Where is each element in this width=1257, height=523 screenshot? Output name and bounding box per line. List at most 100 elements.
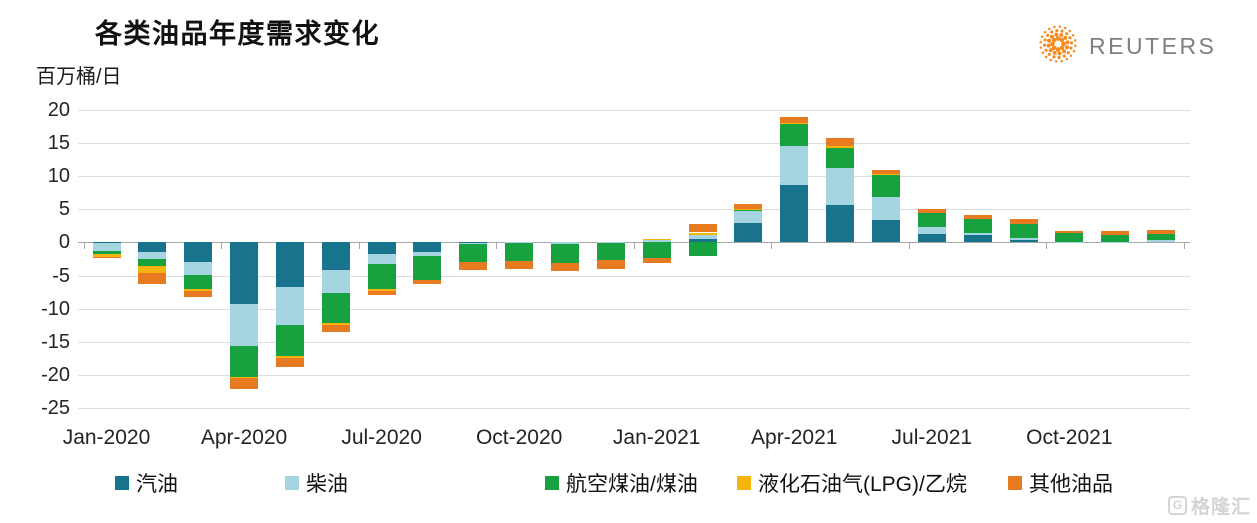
bar-segment-May-2021: [826, 147, 855, 168]
bar-segment-Jun-2021: [871, 174, 900, 176]
legend-item: 汽油: [115, 468, 178, 498]
bar-segment-Dec-2021: [1147, 240, 1176, 243]
gelonghui-watermark-text: 格隆汇: [1190, 497, 1251, 518]
bar-segment-Apr-2021: [780, 145, 809, 186]
bar-segment-May-2021: [826, 146, 855, 148]
bar-segment-Sep-2020: [459, 244, 488, 263]
bar-segment-Jan-2021: [642, 258, 671, 263]
x-tick-label: Jan-2020: [62, 426, 151, 449]
bar-segment-Jul-2021: [917, 234, 946, 243]
bar-segment-Jul-2020: [367, 253, 396, 264]
bar-segment-Jul-2020: [367, 290, 396, 295]
legend-swatch-icon: [737, 476, 751, 490]
reuters-wordmark: REUTERS: [1089, 33, 1217, 59]
bar-segment-Jul-2021: [917, 212, 946, 227]
bar-segment-Jul-2020: [367, 242, 396, 254]
bar-segment-Apr-2020: [230, 376, 259, 379]
y-tick-label: 20: [47, 99, 70, 121]
gridline: [78, 176, 1190, 178]
legend-label: 液化石油气(LPG)/乙烷: [758, 473, 967, 496]
zero-axis-line: [78, 242, 1190, 244]
bar-segment-Aug-2020: [413, 242, 442, 253]
x-tick-label: Apr-2021: [751, 426, 838, 449]
x-tick-label: Oct-2021: [1026, 426, 1113, 449]
bar-segment-Apr-2020: [230, 242, 259, 305]
y-tick-label: 5: [58, 198, 70, 221]
axis-tick: [771, 243, 773, 250]
x-tick-label: Apr-2020: [200, 426, 288, 449]
bar-segment-Aug-2020: [413, 279, 442, 285]
bar-segment-Apr-2020: [230, 304, 259, 346]
bar-segment-Mar-2020: [184, 289, 213, 291]
y-tick-label: -15: [41, 330, 70, 353]
legend-label: 柴油: [306, 473, 348, 496]
bar-segment-Apr-2021: [780, 185, 809, 243]
bar-segment-Sep-2020: [459, 242, 488, 244]
bar-segment-Mar-2021: [734, 209, 763, 211]
axis-tick: [908, 243, 910, 250]
reuters-logo: REUTERS: [1036, 22, 1216, 71]
bar-segment-Jul-2020: [367, 263, 396, 290]
bar-segment-May-2020: [275, 242, 304, 287]
legend-item: 航空煤油/煤油: [545, 468, 698, 498]
legend-item: 其他油品: [1008, 468, 1113, 498]
bar-segment-May-2020: [275, 357, 304, 367]
y-tick-label: -20: [41, 363, 70, 386]
x-tick-label: Oct-2020: [475, 426, 563, 449]
bar-segment-Jan-2020: [92, 254, 121, 257]
bar-segment-Mar-2020: [184, 274, 213, 290]
gridline: [78, 374, 1190, 376]
gelonghui-watermark: G 格隆汇: [1167, 492, 1251, 519]
legend-swatch-icon: [545, 476, 559, 490]
chart-title: 各类油品年度需求变化: [95, 19, 380, 49]
gridline: [78, 341, 1190, 343]
bar-segment-May-2021: [826, 167, 855, 205]
bar-segment-Jun-2021: [871, 169, 900, 175]
bar-segment-Dec-2021: [1147, 229, 1176, 235]
bar-segment-Oct-2021: [1055, 233, 1084, 242]
bar-segment-Jul-2020: [367, 289, 396, 291]
bar-segment-Jun-2020: [321, 323, 350, 325]
bar-segment-Jun-2020: [321, 270, 350, 293]
bar-segment-Sep-2021: [1009, 240, 1038, 243]
legend-item: 柴油: [285, 468, 348, 498]
bar-segment-Oct-2020: [505, 260, 534, 269]
bar-segment-Mar-2021: [734, 211, 763, 224]
bar-segment-Apr-2020: [230, 378, 259, 390]
axis-tick: [1046, 243, 1048, 250]
bar-segment-Feb-2020: [138, 251, 167, 259]
bar-segment-Jan-2020: [92, 242, 121, 244]
bar-segment-Jun-2021: [871, 196, 900, 220]
y-tick-label: 10: [47, 165, 70, 188]
bar-segment-Jun-2021: [871, 219, 900, 243]
bar-segment-Aug-2021: [963, 218, 992, 233]
bar-segment-Sep-2021: [1009, 237, 1038, 241]
gridline: [78, 275, 1190, 277]
gelonghui-logo-icon: G: [1167, 496, 1187, 515]
bar-segment-Mar-2021: [734, 204, 763, 210]
bar-segment-Nov-2021: [1101, 235, 1130, 242]
bar-segment-Mar-2021: [734, 223, 763, 243]
bar-segment-Jan-2020: [92, 243, 121, 252]
axis-tick: [83, 243, 85, 250]
bar-segment-Jul-2021: [917, 226, 946, 235]
bar-segment-Aug-2021: [963, 235, 992, 243]
bar-segment-Jan-2021: [642, 239, 671, 243]
bar-segment-Jan-2020: [92, 251, 121, 255]
bar-segment-Feb-2020: [138, 265, 167, 273]
axis-tick: [633, 243, 635, 250]
bar-segment-Apr-2021: [780, 123, 809, 125]
bar-segment-Jul-2021: [917, 209, 946, 213]
legend: 汽油 柴油 航空煤油/煤油 液化石油气(LPG)/乙烷 其他油品: [0, 468, 1257, 500]
axis-tick: [1183, 243, 1185, 250]
bar-segment-May-2020: [275, 325, 304, 357]
gridline: [78, 408, 1190, 409]
bar-segment-Jun-2020: [321, 242, 350, 271]
bar-segment-Oct-2021: [1055, 230, 1084, 234]
x-tick-label: Jul-2021: [891, 426, 973, 449]
bar-segment-Mar-2020: [184, 242, 213, 262]
axis-tick: [496, 243, 498, 250]
legend-label: 汽油: [136, 473, 178, 496]
gridline: [78, 308, 1190, 310]
plot-area: 20 15 10 5 0 -5 -10 -15 -20 -25 Jan-2020 Apr-2020 Ju…: [41, 99, 1190, 449]
